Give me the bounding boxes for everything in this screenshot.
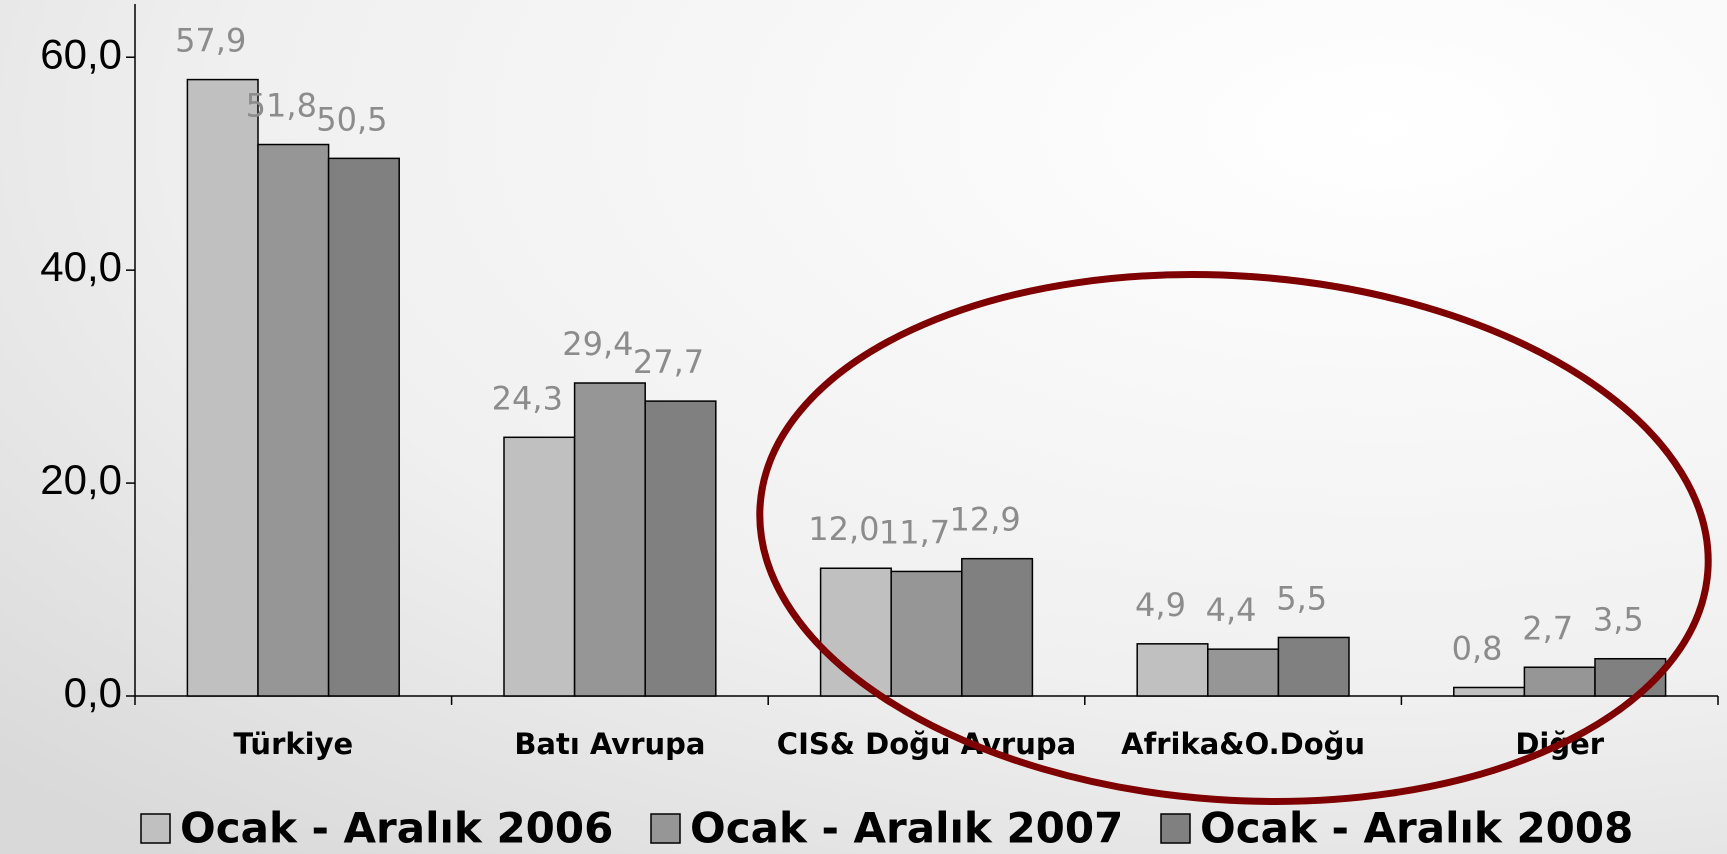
highlight-ellipse bbox=[756, 271, 1712, 805]
value-label: 0,8 bbox=[1452, 629, 1503, 667]
value-label: 2,7 bbox=[1522, 609, 1573, 647]
bar bbox=[327, 157, 400, 697]
bar bbox=[644, 400, 717, 697]
value-label: 27,7 bbox=[633, 343, 704, 381]
y-tick-label: 60,0 bbox=[40, 30, 122, 77]
value-label: 5,5 bbox=[1276, 579, 1327, 617]
value-label: 29,4 bbox=[562, 325, 633, 363]
bar bbox=[1277, 636, 1350, 697]
value-label: 3,5 bbox=[1593, 601, 1644, 639]
value-label: 12,9 bbox=[949, 501, 1020, 539]
bar bbox=[1136, 643, 1209, 697]
value-label: 11,7 bbox=[879, 513, 950, 551]
legend-swatch bbox=[140, 813, 171, 844]
value-label: 57,9 bbox=[175, 22, 246, 60]
legend-label: Ocak - Aralık 2008 bbox=[1200, 804, 1633, 853]
value-label: 24,3 bbox=[492, 379, 563, 417]
y-tick-label: 20,0 bbox=[40, 456, 122, 503]
y-tick-label: 40,0 bbox=[40, 243, 122, 290]
value-label: 12,0 bbox=[808, 510, 879, 548]
bar bbox=[1453, 686, 1526, 697]
bar bbox=[186, 78, 259, 697]
plot: 0,0 20,0 40,0 60,0 Türkiye Batı Avrupa CIS& Do… bbox=[40, 4, 1719, 853]
bar bbox=[573, 382, 646, 697]
legend-swatch bbox=[1160, 813, 1191, 844]
value-label: 50,5 bbox=[316, 100, 387, 138]
x-tick-label: Afrika&O.Doğu bbox=[1121, 727, 1365, 761]
y-tick-label: 0,0 bbox=[64, 669, 122, 716]
bar bbox=[257, 143, 330, 697]
bar bbox=[1207, 648, 1280, 697]
value-label: 4,9 bbox=[1135, 586, 1186, 624]
x-tick-label: Batı Avrupa bbox=[514, 727, 705, 761]
bar bbox=[890, 570, 963, 697]
value-label: 51,8 bbox=[246, 87, 317, 125]
bar bbox=[503, 436, 576, 697]
legend-label: Ocak - Aralık 2006 bbox=[180, 804, 613, 853]
legend-label: Ocak - Aralık 2007 bbox=[690, 804, 1123, 853]
bar bbox=[1523, 666, 1596, 697]
value-label: 4,4 bbox=[1206, 591, 1257, 629]
legend-swatch bbox=[650, 813, 681, 844]
bar bbox=[961, 557, 1034, 697]
x-tick-label: Türkiye bbox=[233, 727, 353, 761]
x-tick-label: CIS& Doğu Avrupa bbox=[777, 727, 1076, 761]
